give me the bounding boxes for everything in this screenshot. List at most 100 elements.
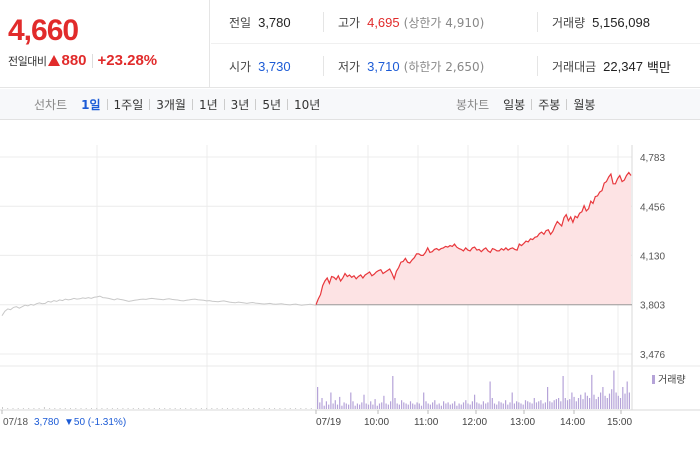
volume-legend-swatch — [652, 375, 655, 384]
volume-bar — [509, 402, 511, 409]
x-tick-label: 13:00 — [510, 417, 535, 428]
volume-bar — [487, 402, 489, 409]
volume-bar — [185, 408, 187, 409]
volume-bar — [505, 400, 507, 409]
line-chart-tabs: 선차트 1일 1주일 3개월 1년 3년 5년 10년 — [34, 89, 324, 120]
tab-divider — [106, 99, 108, 110]
volume-bar — [469, 404, 471, 409]
volume-bar — [159, 408, 160, 409]
volume-bar — [339, 396, 341, 409]
volume-bar — [522, 404, 524, 409]
volume-bar — [190, 408, 192, 409]
volume-bar — [507, 404, 509, 409]
stat-label: 고가 — [338, 15, 361, 30]
volume-bar — [374, 399, 376, 409]
tab-5[interactable]: 5년 — [262, 98, 282, 112]
volume-bar — [608, 393, 611, 409]
tab-2[interactable]: 3개월 — [156, 98, 186, 112]
volume-bar — [409, 401, 412, 409]
candle-tab-0[interactable]: 일봉 — [503, 98, 526, 112]
tab-0[interactable]: 1일 — [81, 98, 101, 112]
volume-bar — [216, 408, 218, 409]
volume-bar — [451, 403, 454, 409]
candle-tab-1[interactable]: 주봉 — [538, 98, 561, 112]
volume-bar — [361, 402, 363, 409]
stat-value: 3,780 — [258, 14, 291, 30]
tab-divider — [149, 99, 151, 110]
candle-tab-2[interactable]: 월봉 — [573, 98, 596, 112]
volume-bar — [28, 408, 30, 409]
volume-bar — [321, 398, 323, 409]
volume-bar — [586, 395, 588, 409]
tab-divider — [287, 99, 289, 110]
stat-value: 3,710 — [367, 58, 400, 74]
volume-bar — [493, 403, 496, 409]
candle-chart-tabs: 봉차트 일봉 주봉 월봉 — [456, 89, 599, 120]
stat-prev-close: 전일 3,780 — [229, 0, 291, 44]
stat-label: 거래량 — [552, 15, 586, 30]
divider — [537, 12, 538, 32]
tab-1[interactable]: 1주일 — [113, 98, 144, 112]
volume-bar — [258, 408, 260, 409]
volume-bar — [456, 405, 458, 409]
x-tick-label: 10:00 — [364, 417, 389, 428]
volume-bar — [597, 396, 599, 409]
volume-bar — [352, 401, 354, 409]
volume-bar — [390, 401, 392, 409]
tab-4[interactable]: 3년 — [230, 98, 250, 112]
volume-bar — [436, 404, 438, 409]
prev-day-price-line — [1, 295, 317, 316]
volume-bar — [319, 402, 321, 409]
volume-bar — [200, 408, 202, 409]
volume-bar — [12, 408, 14, 409]
volume-bar — [385, 403, 387, 409]
x-tick-label: 12:00 — [462, 417, 487, 428]
volume-bar — [562, 376, 564, 409]
volume-bar — [502, 403, 504, 409]
divider — [323, 56, 324, 76]
volume-bar — [253, 408, 255, 409]
volume-bar — [132, 408, 134, 409]
volume-bar — [323, 405, 325, 409]
volume-bar — [38, 408, 40, 409]
volume-bar — [434, 400, 436, 409]
x-tick-label: 11:00 — [414, 417, 439, 428]
x-tick-label: 14:00 — [560, 417, 585, 428]
volume-bar — [531, 403, 533, 409]
volume-bar — [423, 392, 425, 409]
volume-bar — [359, 404, 361, 409]
volume-bar — [591, 374, 593, 409]
stat-label: 저가 — [338, 59, 361, 74]
volume-bar — [571, 392, 573, 409]
volume-bar — [544, 402, 546, 409]
volume-bar — [75, 408, 77, 409]
stat-value: 5,156,098 — [592, 14, 650, 30]
volume-bar — [153, 408, 155, 409]
volume-bar — [593, 394, 595, 409]
stat-label: 전일 — [229, 15, 252, 30]
volume-bar — [555, 399, 557, 409]
volume-bar — [70, 408, 71, 409]
volume-bar — [584, 392, 586, 409]
tab-6[interactable]: 10년 — [294, 98, 321, 112]
volume-legend-label: 거래량 — [658, 374, 686, 386]
volume-bar — [268, 408, 270, 409]
volume-bar — [480, 404, 482, 409]
volume-bar — [376, 405, 378, 409]
volume-bar — [538, 401, 540, 409]
stat-row-1: 전일 3,780 고가 4,695 (상한가 4,910) 거래량 5,156,… — [211, 0, 700, 44]
volume-bar — [551, 402, 553, 409]
volume-bar — [325, 401, 327, 409]
divider — [91, 53, 93, 68]
volume-bar — [476, 402, 478, 409]
volume-bar — [462, 402, 465, 409]
stat-high: 고가 4,695 (상한가 4,910) — [338, 0, 484, 44]
stat-low: 저가 3,710 (하한가 2,650) — [338, 44, 484, 88]
tab-3[interactable]: 1년 — [198, 98, 218, 112]
volume-bar — [279, 408, 281, 409]
volume-bar — [600, 392, 602, 409]
volume-bar — [449, 404, 451, 409]
y-tick-label: 4,130 — [640, 251, 665, 262]
volume-bar — [465, 400, 467, 409]
volume-bar — [617, 395, 619, 409]
